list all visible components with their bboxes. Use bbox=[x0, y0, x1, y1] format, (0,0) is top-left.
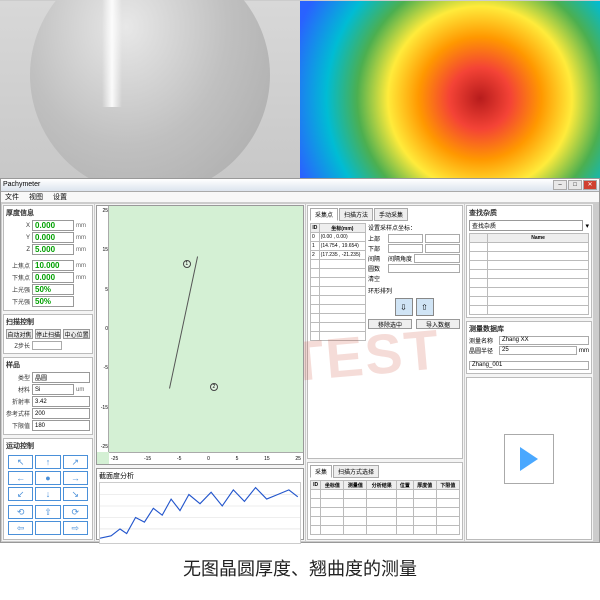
cw-button[interactable]: ⟳ bbox=[63, 505, 88, 519]
tab-points[interactable]: 采集点 bbox=[310, 208, 338, 221]
menubar: 文件 视图 设置 bbox=[1, 192, 599, 203]
autofocus-button[interactable]: 自动对焦 bbox=[6, 329, 33, 339]
sample-material[interactable]: Si bbox=[32, 384, 74, 395]
angle-input[interactable] bbox=[414, 254, 460, 263]
lower-focus: 0.000 bbox=[32, 272, 74, 283]
remove-button[interactable]: 移除选中 bbox=[368, 319, 412, 329]
down-button[interactable]: ↓ bbox=[35, 487, 60, 501]
import-button[interactable]: 导入数据 bbox=[416, 319, 460, 329]
points-panel: 采集点 扫描方法 手动采集 ID坐标(mm) 0(0.00 , 0.00) 1(… bbox=[307, 205, 463, 459]
upper-focus: 10.000 bbox=[32, 260, 74, 271]
rings-input[interactable] bbox=[388, 264, 460, 273]
menu-view[interactable]: 视图 bbox=[29, 192, 43, 202]
play-button[interactable] bbox=[504, 434, 554, 484]
refractive-index[interactable]: 3.42 bbox=[32, 396, 90, 407]
y-axis: 251550-5-15-25 bbox=[97, 206, 109, 452]
right2-column: 查找杂质 查找杂质▾ Name 测量数据库 测量名称Zhang XX 晶圆半径2… bbox=[465, 204, 593, 541]
tab-scanmethod[interactable]: 扫描方法 bbox=[339, 208, 373, 221]
home-button[interactable]: ● bbox=[35, 471, 60, 485]
lower-intensity: 50% bbox=[32, 296, 74, 307]
marker-2[interactable]: 2 bbox=[210, 383, 218, 391]
database-panel: 测量数据库 测量名称Zhang XX 晶圆半径25mm Zhang_001 bbox=[466, 321, 592, 374]
sw-button[interactable]: ↙ bbox=[8, 487, 33, 501]
zright-button[interactable]: ⇨ bbox=[63, 521, 88, 535]
wafer-disc bbox=[30, 0, 270, 195]
center-column: 251550-5-15-25 -25-15-5051525 1 2 截面度分析 bbox=[95, 204, 305, 541]
clear-button[interactable]: 清空 bbox=[368, 274, 386, 283]
z-value: 5.000 bbox=[32, 244, 74, 255]
radius-input[interactable]: 25 bbox=[499, 346, 577, 355]
x-value: 0.000 bbox=[32, 220, 74, 231]
zup-button[interactable]: ⇧ bbox=[35, 505, 60, 519]
bot-b-input[interactable] bbox=[425, 244, 460, 253]
nw-button[interactable]: ↖ bbox=[8, 455, 33, 469]
profile-plot bbox=[99, 482, 301, 544]
max-button[interactable]: □ bbox=[568, 180, 582, 190]
window-title: Pachymeter bbox=[3, 181, 40, 188]
move-down-button[interactable]: ⇩ bbox=[395, 298, 413, 316]
tab-scanmode[interactable]: 扫描方式选择 bbox=[333, 465, 379, 478]
zleft-button[interactable]: ⇦ bbox=[8, 521, 33, 535]
profile-panel: 截面度分析 bbox=[96, 468, 304, 540]
scan-control-panel: 扫描控制 自动对焦 停止扫描 中心位置 Z步长 bbox=[3, 314, 93, 354]
name-table[interactable]: Name bbox=[469, 233, 589, 315]
center-button[interactable]: 中心位置 bbox=[63, 329, 90, 339]
bot-a-input[interactable] bbox=[388, 244, 423, 253]
top-a-input[interactable] bbox=[388, 234, 423, 243]
top-b-input[interactable] bbox=[425, 234, 460, 243]
se-button[interactable]: ↘ bbox=[63, 487, 88, 501]
ref-sample[interactable]: 200 bbox=[32, 408, 90, 419]
right1-column: 采集点 扫描方法 手动采集 ID坐标(mm) 0(0.00 , 0.00) 1(… bbox=[306, 204, 464, 541]
lower-limit[interactable]: 180 bbox=[32, 420, 90, 431]
results-table[interactable]: ID坐标值测量值 分析结果位置厚度值下限值 bbox=[310, 480, 460, 535]
window-titlebar: Pachymeter – □ ✕ bbox=[1, 179, 599, 192]
plot-area: 1 2 bbox=[109, 206, 303, 452]
scan-line bbox=[169, 257, 198, 390]
up-button[interactable]: ↑ bbox=[35, 455, 60, 469]
left-button[interactable]: ← bbox=[8, 471, 33, 485]
marker-1[interactable]: 1 bbox=[183, 260, 191, 268]
meas-name-input[interactable]: Zhang XX bbox=[499, 336, 589, 345]
thickness-panel: 厚度信息 X0.000mm Y0.000mm Z5.000mm 上焦点10.00… bbox=[3, 205, 93, 311]
move-up-button[interactable]: ⇧ bbox=[416, 298, 434, 316]
min-button[interactable]: – bbox=[553, 180, 567, 190]
app-window: CHOTEST Pachymeter – □ ✕ 文件 视图 设置 厚度信息 X… bbox=[0, 178, 600, 543]
ne-button[interactable]: ↗ bbox=[63, 455, 88, 469]
points-table[interactable]: ID坐标(mm) 0(0.00 , 0.00) 1(14.754 , 19.65… bbox=[310, 223, 366, 341]
wafer-photo bbox=[0, 1, 300, 178]
x-axis: -25-15-5051525 bbox=[109, 452, 303, 464]
search-panel: 查找杂质 查找杂质▾ Name bbox=[466, 205, 592, 318]
stop-scan-button[interactable]: 停止扫描 bbox=[35, 329, 62, 339]
sample-type[interactable]: 晶圆 bbox=[32, 372, 90, 383]
search-select[interactable]: 查找杂质 bbox=[469, 220, 583, 231]
menu-settings[interactable]: 设置 bbox=[53, 192, 67, 202]
xy-canvas[interactable]: 251550-5-15-25 -25-15-5051525 1 2 bbox=[96, 205, 304, 465]
y-value: 0.000 bbox=[32, 232, 74, 243]
heatmap-image bbox=[300, 1, 600, 178]
caption: 无图晶圆厚度、翘曲度的测量 bbox=[0, 543, 600, 593]
ccw-button[interactable]: ⟲ bbox=[8, 505, 33, 519]
tab-results[interactable]: 采集 bbox=[310, 465, 332, 478]
file-input[interactable]: Zhang_001 bbox=[469, 361, 589, 370]
upper-intensity: 50% bbox=[32, 284, 74, 295]
play-panel bbox=[466, 377, 592, 540]
tab-manual[interactable]: 手动采集 bbox=[374, 208, 408, 221]
right-button[interactable]: → bbox=[63, 471, 88, 485]
close-button[interactable]: ✕ bbox=[583, 180, 597, 190]
zstop-button[interactable] bbox=[35, 521, 60, 535]
results-panel: 采集 扫描方式选择 ID坐标值测量值 分析结果位置厚度值下限值 bbox=[307, 462, 463, 540]
menu-file[interactable]: 文件 bbox=[5, 192, 19, 202]
z-step-input[interactable] bbox=[32, 341, 62, 350]
sample-panel: 样品 类型晶圆 材料Sium 折射率3.42 参考式样200 下限值180 bbox=[3, 357, 93, 435]
thickness-title: 厚度信息 bbox=[6, 208, 90, 218]
left-column: 厚度信息 X0.000mm Y0.000mm Z5.000mm 上焦点10.00… bbox=[2, 204, 94, 541]
motion-panel: 运动控制 ↖ ↑ ↗ ← ● → ↙ ↓ ↘ ⟲ ⇧ ⟳ ⇦ bbox=[3, 438, 93, 540]
